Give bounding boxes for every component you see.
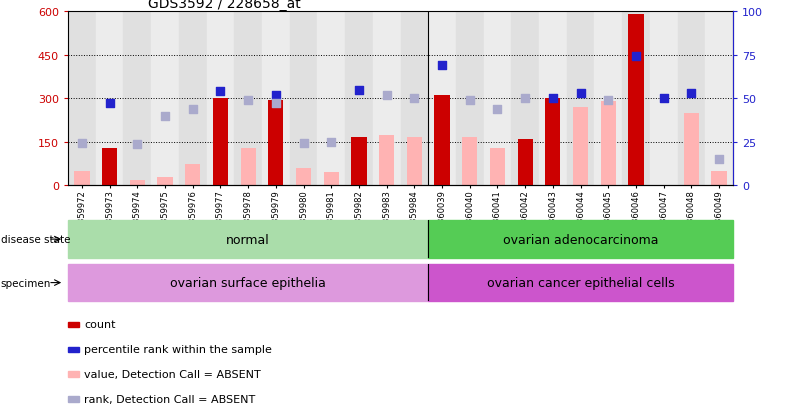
Bar xyxy=(68,12,96,186)
Point xyxy=(713,157,726,163)
Point xyxy=(380,93,393,100)
Bar xyxy=(123,12,151,186)
Bar xyxy=(268,100,284,186)
Bar xyxy=(68,322,79,328)
Bar xyxy=(545,99,561,186)
Bar xyxy=(68,264,429,301)
Bar xyxy=(517,140,533,186)
Bar xyxy=(705,12,733,186)
Point xyxy=(103,100,116,107)
Text: percentile rank within the sample: percentile rank within the sample xyxy=(84,344,272,354)
Bar xyxy=(429,12,456,186)
Bar xyxy=(324,173,339,186)
Bar xyxy=(407,138,422,186)
Bar xyxy=(601,102,616,186)
Bar xyxy=(317,12,345,186)
Bar xyxy=(262,12,290,186)
Bar xyxy=(490,148,505,186)
Text: GDS3592 / 228658_at: GDS3592 / 228658_at xyxy=(148,0,300,12)
Point xyxy=(436,63,449,69)
Point xyxy=(602,97,614,104)
Bar xyxy=(684,114,699,186)
Bar xyxy=(207,12,235,186)
Bar xyxy=(235,12,262,186)
Point xyxy=(131,141,143,148)
Point xyxy=(325,140,338,146)
Bar xyxy=(628,15,643,186)
Point xyxy=(546,96,559,102)
Bar xyxy=(68,221,429,258)
Bar xyxy=(352,138,367,186)
Bar xyxy=(158,177,173,186)
Point xyxy=(75,140,88,147)
Bar xyxy=(429,264,733,301)
Bar xyxy=(434,96,449,186)
Bar xyxy=(429,221,733,258)
Text: value, Detection Call = ABSENT: value, Detection Call = ABSENT xyxy=(84,369,261,379)
Point xyxy=(491,106,504,112)
Point xyxy=(519,96,532,102)
Text: rank, Detection Call = ABSENT: rank, Detection Call = ABSENT xyxy=(84,394,256,404)
Bar xyxy=(539,12,567,186)
Text: ovarian surface epithelia: ovarian surface epithelia xyxy=(170,276,326,290)
Text: count: count xyxy=(84,320,115,330)
Point xyxy=(658,96,670,102)
Bar xyxy=(68,396,79,402)
Bar xyxy=(96,12,123,186)
Bar xyxy=(240,148,256,186)
Point xyxy=(187,106,199,112)
Bar xyxy=(290,12,317,186)
Point xyxy=(352,87,365,94)
Point xyxy=(463,97,476,104)
Bar xyxy=(650,12,678,186)
Bar xyxy=(130,180,145,186)
Bar xyxy=(567,12,594,186)
Text: ovarian cancer epithelial cells: ovarian cancer epithelial cells xyxy=(487,276,674,290)
Point xyxy=(297,140,310,147)
Point xyxy=(574,90,587,97)
Bar xyxy=(68,347,79,352)
Bar xyxy=(622,12,650,186)
Text: ovarian adenocarcinoma: ovarian adenocarcinoma xyxy=(503,233,658,246)
Bar xyxy=(345,12,372,186)
Bar xyxy=(74,171,90,186)
Text: normal: normal xyxy=(226,233,270,246)
Text: disease state: disease state xyxy=(1,235,70,244)
Bar xyxy=(179,12,207,186)
Point xyxy=(269,93,282,100)
Bar xyxy=(68,371,79,377)
Bar xyxy=(573,108,588,186)
Point xyxy=(408,96,421,102)
Bar xyxy=(296,169,311,186)
Text: specimen: specimen xyxy=(1,278,51,288)
Bar xyxy=(456,12,484,186)
Point xyxy=(685,90,698,97)
Bar xyxy=(484,12,511,186)
Point xyxy=(214,89,227,95)
Bar xyxy=(151,12,179,186)
Bar xyxy=(594,12,622,186)
Bar xyxy=(711,171,727,186)
Bar xyxy=(372,12,400,186)
Point xyxy=(630,54,642,61)
Bar xyxy=(102,148,117,186)
Bar xyxy=(400,12,429,186)
Bar xyxy=(462,138,477,186)
Point xyxy=(242,97,255,104)
Bar xyxy=(511,12,539,186)
Point xyxy=(269,100,282,107)
Point xyxy=(159,113,171,120)
Bar xyxy=(678,12,705,186)
Bar xyxy=(185,164,200,186)
Bar xyxy=(379,135,394,186)
Bar xyxy=(213,99,228,186)
